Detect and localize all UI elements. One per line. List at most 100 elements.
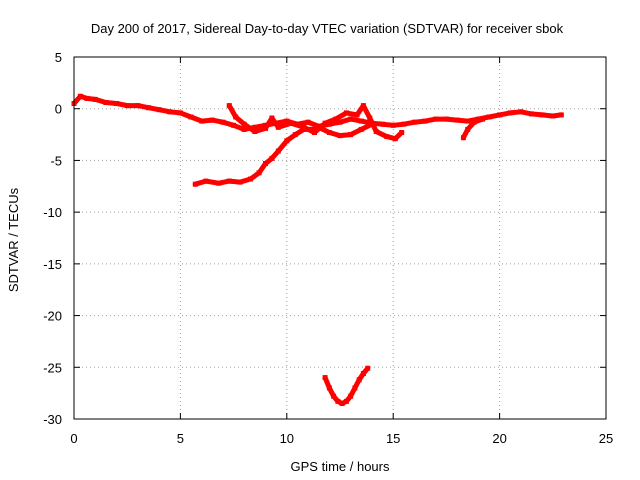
data-point <box>284 138 290 144</box>
x-tick-label: 10 <box>280 431 294 446</box>
data-point <box>380 121 386 127</box>
y-tick-label: 5 <box>55 50 62 65</box>
x-tick-label: 5 <box>177 431 184 446</box>
data-point <box>241 121 247 127</box>
data-point <box>352 385 358 391</box>
data-point <box>337 133 343 139</box>
data-point <box>305 119 311 125</box>
data-point <box>331 393 337 399</box>
data-point <box>454 117 460 123</box>
data-point <box>252 129 258 134</box>
data-point <box>114 101 120 106</box>
x-tick-label: 0 <box>70 431 77 446</box>
data-point <box>348 116 354 122</box>
series-line-track-rising <box>192 121 375 187</box>
data-point <box>269 115 275 121</box>
data-point <box>518 109 524 115</box>
data-point <box>497 112 503 118</box>
data-point <box>422 118 428 124</box>
data-point <box>343 110 349 116</box>
data-point <box>358 126 364 132</box>
data-point <box>156 107 162 113</box>
data-point <box>322 120 328 126</box>
data-point <box>471 119 477 125</box>
data-point <box>233 114 239 120</box>
data-point <box>460 135 466 141</box>
data-point <box>322 375 328 381</box>
y-tick-label: -10 <box>43 205 62 220</box>
data-point <box>343 398 349 404</box>
plot-frame <box>73 56 607 420</box>
y-tick-label: -15 <box>43 257 62 272</box>
data-point <box>103 100 109 105</box>
data-point <box>465 126 471 132</box>
data-point <box>263 161 268 166</box>
data-point <box>384 134 390 140</box>
series-line-track-late <box>460 116 486 141</box>
data-point <box>309 126 315 132</box>
data-point <box>275 124 281 130</box>
data-point <box>369 121 375 127</box>
data-point <box>326 130 332 135</box>
x-axis-label: GPS time / hours <box>291 459 390 474</box>
data-point <box>252 124 258 130</box>
data-point <box>367 115 373 121</box>
data-point <box>248 176 254 182</box>
data-point <box>326 385 332 391</box>
data-point <box>348 393 354 399</box>
tick-labels: 0 5 10 15 20 25 5 0 -5 -10 -15 -20 -25 -30 <box>43 50 613 446</box>
x-tick-label: 15 <box>386 431 400 446</box>
data-point <box>348 132 354 138</box>
data-point <box>188 114 194 120</box>
data-point <box>433 116 439 122</box>
data-point <box>292 132 298 138</box>
data-point <box>486 114 492 120</box>
data-point <box>390 122 396 128</box>
y-axis-label: SDTVAR / TECUs <box>6 187 21 292</box>
chart-title: Day 200 of 2017, Sidereal Day-to-day VTE… <box>91 21 564 36</box>
data-point <box>539 112 545 118</box>
y-tick-label: -5 <box>50 153 62 168</box>
data-point <box>360 103 366 109</box>
data-point <box>358 118 364 124</box>
data-point <box>339 401 345 406</box>
data-point <box>263 125 268 131</box>
data-point <box>333 116 339 122</box>
x-tick-label: 20 <box>492 431 506 446</box>
data-point <box>373 129 379 134</box>
y-tick-label: -30 <box>43 412 62 427</box>
data-point <box>312 130 317 135</box>
data-point <box>269 155 275 161</box>
data-point <box>203 178 209 184</box>
data-series <box>71 93 564 406</box>
data-point <box>177 110 183 116</box>
data-point <box>318 125 324 131</box>
data-point <box>237 179 243 185</box>
data-point <box>199 118 205 124</box>
data-point <box>146 105 151 111</box>
data-point <box>399 130 405 135</box>
data-point <box>392 136 398 142</box>
data-point <box>84 95 90 101</box>
data-point <box>356 377 362 383</box>
data-point <box>365 365 371 371</box>
data-point <box>275 148 281 154</box>
data-point <box>124 103 130 109</box>
data-point <box>354 112 360 118</box>
x-tick-label: 25 <box>599 431 613 446</box>
data-point <box>550 113 556 119</box>
data-point <box>167 109 173 115</box>
data-point <box>77 93 83 99</box>
data-point <box>360 371 366 376</box>
data-point <box>192 181 198 187</box>
data-point <box>226 103 232 109</box>
data-point <box>529 111 534 117</box>
data-point <box>220 119 226 125</box>
data-point <box>443 116 449 122</box>
y-tick-label: 0 <box>55 102 62 117</box>
data-point <box>209 117 215 123</box>
data-point <box>241 126 247 132</box>
data-point <box>335 398 341 404</box>
data-point <box>284 118 290 124</box>
